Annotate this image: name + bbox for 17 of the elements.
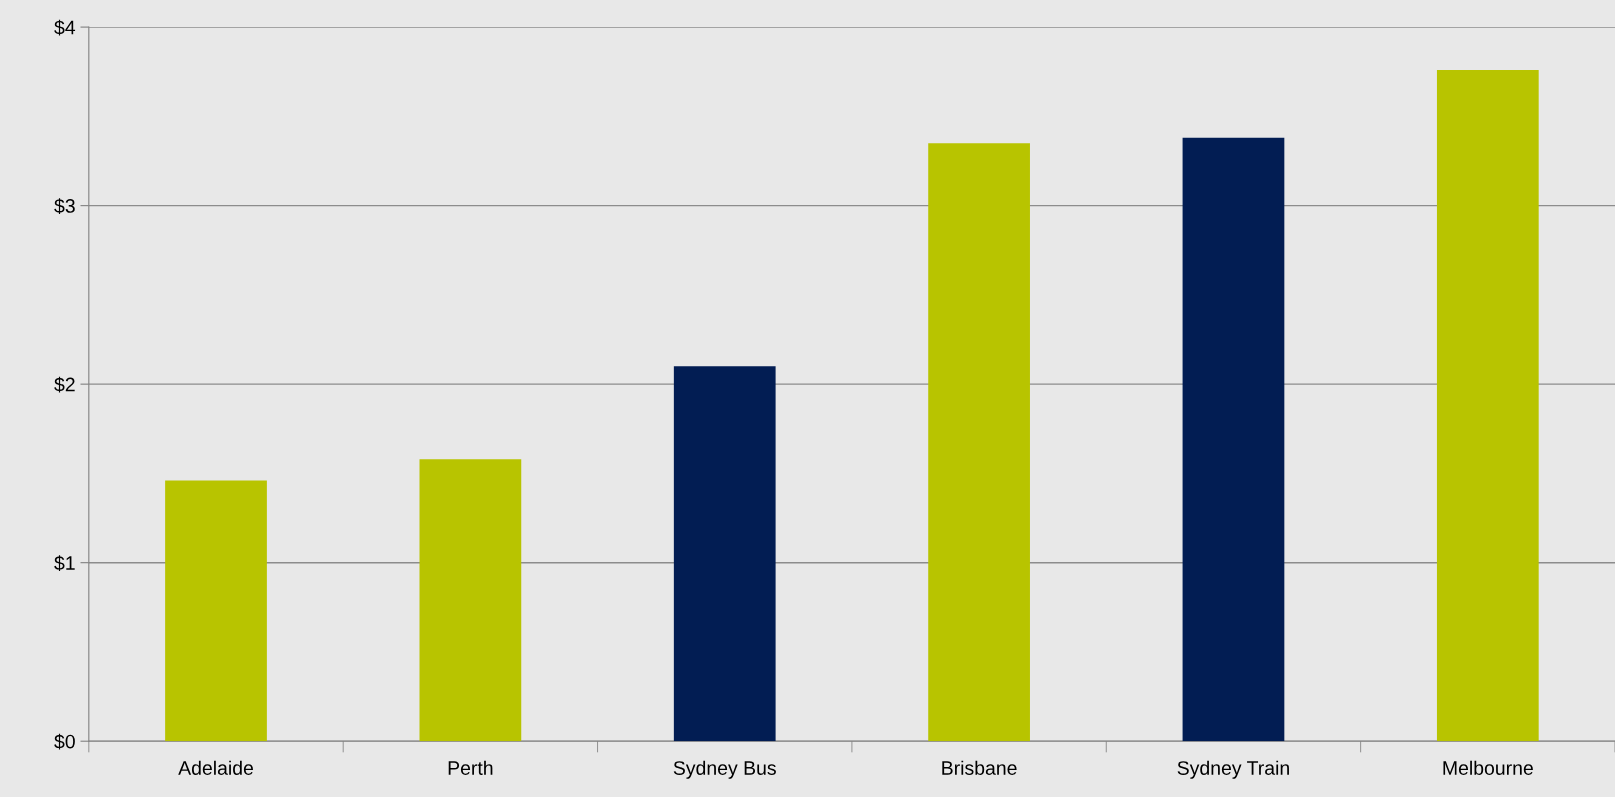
x-tick-label: Brisbane: [942, 760, 1017, 775]
y-tick-label: $0: [54, 733, 75, 750]
x-tick-label: Sydney Train: [1177, 760, 1289, 779]
y-tick-label: $2: [54, 376, 75, 393]
bar: [1182, 137, 1285, 742]
y-tick-label: $3: [54, 198, 75, 215]
x-tick-label: Melbourne: [1443, 760, 1533, 775]
bar: [673, 366, 776, 742]
y-tick-label: $4: [54, 19, 76, 36]
x-tick-label: Adelaide: [178, 760, 253, 775]
x-tick-label: Sydney Bus: [673, 760, 776, 779]
bar: [1436, 69, 1539, 742]
bar: [165, 480, 267, 742]
y-tick-label: $1: [54, 555, 75, 572]
bar: [419, 459, 522, 742]
x-tick-label: Perth: [448, 760, 493, 775]
bar: [928, 143, 1030, 742]
